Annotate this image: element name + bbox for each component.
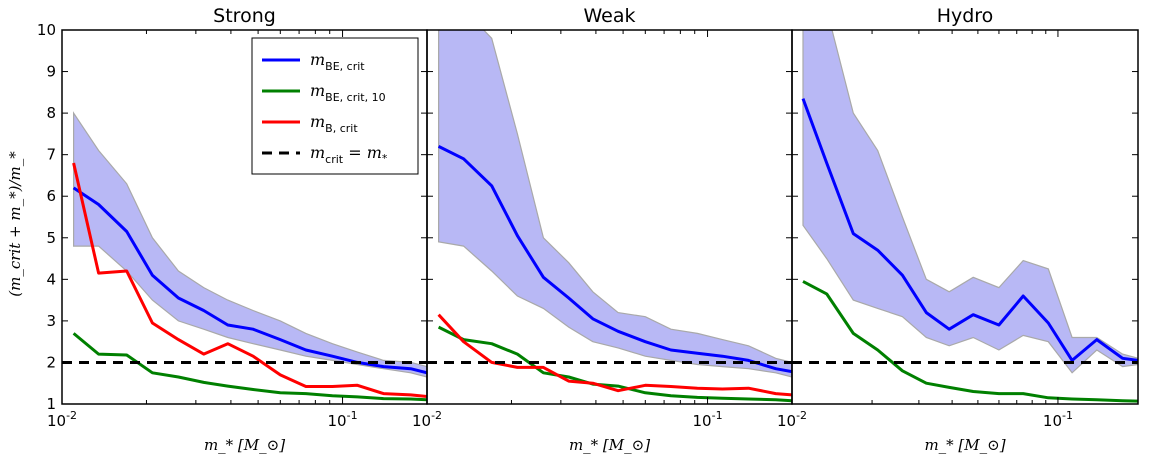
x-tick-label: 10-1	[1043, 409, 1073, 430]
legend-label: mcrit = m*	[310, 143, 388, 166]
legend-label: mBE, crit, 10	[310, 81, 386, 104]
spread-band	[73, 111, 427, 378]
x-tick-label: 10-2	[777, 409, 807, 430]
y-tick-label: 4	[46, 270, 56, 288]
y-tick-label: 5	[46, 229, 56, 247]
panel-frame	[791, 29, 1139, 405]
x-tick-label: 10-1	[328, 409, 358, 430]
panel-title: Weak	[583, 5, 635, 27]
y-axis-label: (m_crit + m_*)/m_*	[6, 151, 24, 297]
y-tick-label: 10	[37, 21, 56, 39]
series-line-m-be-crit-10	[802, 280, 1138, 403]
y-tick-label: 8	[46, 104, 56, 122]
x-tick-label: 10-2	[412, 409, 442, 430]
y-tick-label: 3	[46, 312, 56, 330]
legend-label: mB, crit	[310, 112, 358, 135]
panel-title: Strong	[213, 5, 276, 27]
panel-title: Hydro	[937, 5, 994, 27]
series-line-m-b-crit	[437, 313, 792, 397]
x-axis-label: m_* [M_⊙]	[924, 436, 1005, 454]
legend: mBE, crit mBE, crit, 10 mB, crit mcrit = m*	[251, 37, 419, 175]
panel-hydro: 10-2 10-1 Hydro m_* [M_⊙]	[777, 5, 1139, 454]
panel-weak: 10-2 10-1 Weak m_* [M_⊙]	[412, 5, 793, 454]
y-tick-label: 1	[46, 395, 56, 413]
y-tick-label: 7	[46, 146, 56, 164]
series-line-m-be-crit	[437, 145, 792, 374]
series-line-m-be-crit-10	[72, 332, 427, 402]
spread-band	[438, 30, 792, 378]
y-tick-label: 9	[46, 63, 56, 81]
series-line-m-be-crit	[72, 186, 427, 375]
y-tick-label: 2	[46, 353, 56, 371]
series-line-m-be-crit	[801, 98, 1138, 362]
series-line-m-b-crit	[72, 162, 427, 398]
x-tick-label: 10-1	[693, 409, 723, 430]
legend-label: mBE, crit	[310, 50, 365, 73]
x-axis-label: m_* [M_⊙]	[204, 436, 285, 454]
x-tick-label: 10-2	[47, 409, 77, 430]
x-axis-label: m_* [M_⊙]	[569, 436, 650, 454]
spread-band	[802, 30, 1138, 374]
y-tick-label: 6	[46, 187, 56, 205]
series-line-m-be-crit-10	[437, 325, 792, 403]
